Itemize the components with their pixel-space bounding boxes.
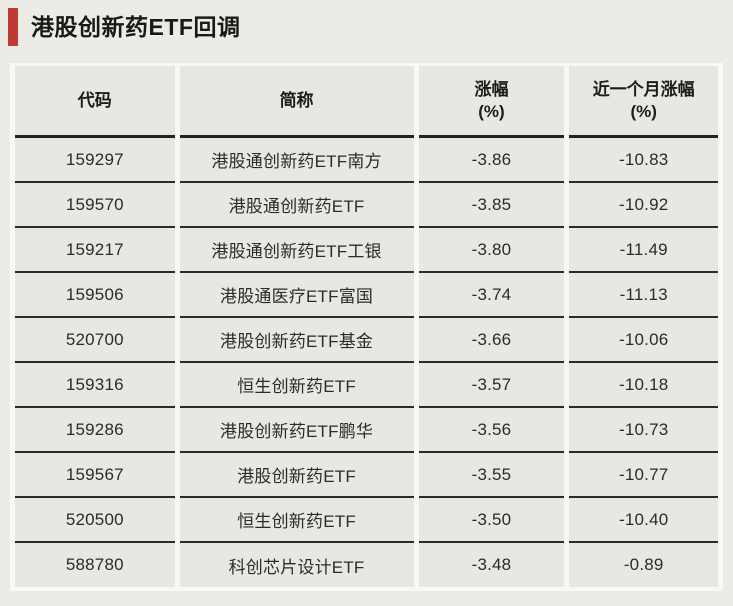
cell-change: -3.80 <box>418 228 565 273</box>
cell-code: 159316 <box>15 363 175 408</box>
cell-month-change: -10.77 <box>569 453 718 498</box>
cell-code: 159217 <box>15 228 175 273</box>
cell-code: 159506 <box>15 273 175 318</box>
cell-code: 520700 <box>15 318 175 363</box>
cell-change: -3.66 <box>418 318 565 363</box>
table-row: 159567 港股创新药ETF -3.55 -10.77 <box>15 453 718 498</box>
cell-month-change: -10.73 <box>569 408 718 453</box>
cell-code: 159567 <box>15 453 175 498</box>
cell-month-change: -10.83 <box>569 138 718 183</box>
cell-name: 港股通创新药ETF工银 <box>179 228 414 273</box>
column-header-name: 简称 <box>179 66 414 138</box>
column-header-sublabel: (%) <box>630 101 657 121</box>
cell-name: 港股通创新药ETF <box>179 183 414 228</box>
header-row: 代码 简称 涨幅 (%) 近一个月涨幅 (%) <box>15 66 718 138</box>
cell-change: -3.74 <box>418 273 565 318</box>
cell-name: 恒生创新药ETF <box>179 498 414 543</box>
column-header-sublabel: (%) <box>478 101 505 121</box>
page-title: 港股创新药ETF回调 <box>31 13 241 40</box>
cell-name: 港股创新药ETF鹏华 <box>179 408 414 453</box>
cell-month-change: -11.49 <box>569 228 718 273</box>
table-row: 159570 港股通创新药ETF -3.85 -10.92 <box>15 183 718 228</box>
cell-month-change: -10.40 <box>569 498 718 543</box>
cell-month-change: -10.06 <box>569 318 718 363</box>
cell-change: -3.56 <box>418 408 565 453</box>
column-header-code: 代码 <box>15 66 175 138</box>
cell-name: 港股通医疗ETF富国 <box>179 273 414 318</box>
cell-code: 520500 <box>15 498 175 543</box>
table-row: 520700 港股创新药ETF基金 -3.66 -10.06 <box>15 318 718 363</box>
cell-month-change: -10.92 <box>569 183 718 228</box>
cell-change: -3.86 <box>418 138 565 183</box>
column-header-label: 简称 <box>279 90 314 110</box>
cell-code: 159286 <box>15 408 175 453</box>
column-header-month-change: 近一个月涨幅 (%) <box>569 66 718 138</box>
table-row: 520500 恒生创新药ETF -3.50 -10.40 <box>15 498 718 543</box>
etf-table-container: 代码 简称 涨幅 (%) 近一个月涨幅 (%) 159297 港股通创新药ETF南… <box>10 63 723 591</box>
cell-month-change: -10.18 <box>569 363 718 408</box>
table-row: 159217 港股通创新药ETF工银 -3.80 -11.49 <box>15 228 718 273</box>
column-header-label: 近一个月涨幅 <box>592 79 695 99</box>
cell-name: 恒生创新药ETF <box>179 363 414 408</box>
table-header: 代码 简称 涨幅 (%) 近一个月涨幅 (%) <box>15 66 718 138</box>
cell-change: -3.48 <box>418 543 565 587</box>
title-accent-bar <box>8 8 18 46</box>
cell-change: -3.50 <box>418 498 565 543</box>
table-row: 159316 恒生创新药ETF -3.57 -10.18 <box>15 363 718 408</box>
table-body: 159297 港股通创新药ETF南方 -3.86 -10.83 159570 港股通创新药… <box>15 138 718 587</box>
table-row: 159506 港股通医疗ETF富国 -3.74 -11.13 <box>15 273 718 318</box>
cell-month-change: -0.89 <box>569 543 718 587</box>
table-row: 159297 港股通创新药ETF南方 -3.86 -10.83 <box>15 138 718 183</box>
cell-month-change: -11.13 <box>569 273 718 318</box>
cell-name: 港股创新药ETF基金 <box>179 318 414 363</box>
cell-change: -3.85 <box>418 183 565 228</box>
cell-name: 科创芯片设计ETF <box>179 543 414 587</box>
cell-code: 588780 <box>15 543 175 587</box>
etf-table: 代码 简称 涨幅 (%) 近一个月涨幅 (%) 159297 港股通创新药ETF南… <box>10 66 723 587</box>
table-row: 159286 港股创新药ETF鹏华 -3.56 -10.73 <box>15 408 718 453</box>
column-header-label: 涨幅 <box>474 79 509 99</box>
cell-change: -3.57 <box>418 363 565 408</box>
cell-code: 159570 <box>15 183 175 228</box>
column-header-label: 代码 <box>77 90 112 110</box>
title-block: 港股创新药ETF回调 <box>8 7 240 47</box>
column-header-change: 涨幅 (%) <box>418 66 565 138</box>
cell-code: 159297 <box>15 138 175 183</box>
cell-name: 港股创新药ETF <box>179 453 414 498</box>
cell-name: 港股通创新药ETF南方 <box>179 138 414 183</box>
cell-change: -3.55 <box>418 453 565 498</box>
table-row: 588780 科创芯片设计ETF -3.48 -0.89 <box>15 543 718 587</box>
